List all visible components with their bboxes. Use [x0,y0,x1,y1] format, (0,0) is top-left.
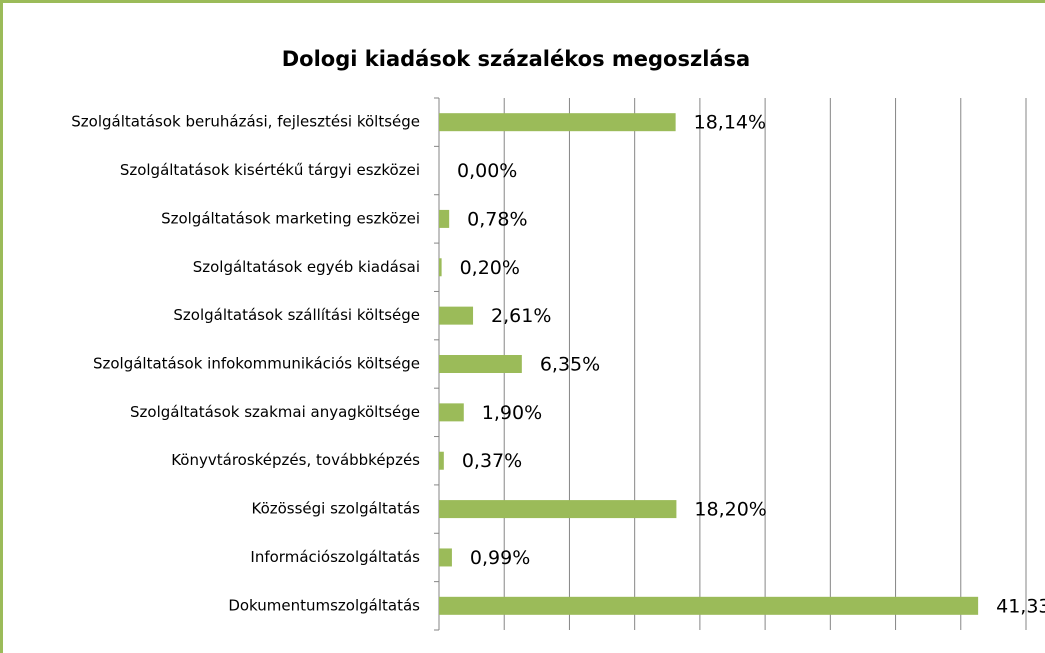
data-label: 18,20% [694,499,766,521]
bar [439,113,676,132]
y-tick-label: Dokumentumszolgáltatás [228,596,420,614]
bar [439,548,452,567]
data-label: 6,35% [540,354,600,376]
y-tick-label: Szolgáltatások beruházási, fejlesztési k… [71,113,420,131]
data-label: 0,78% [467,208,527,230]
data-label: 0,20% [460,257,520,279]
bar [439,209,450,228]
y-tick-label: Szolgáltatások egyéb kiadásai [193,258,420,276]
y-tick-label: Szolgáltatások kisértékű tárgyi eszközei [120,161,420,179]
data-label: 0,00% [457,160,517,182]
bar [439,355,522,373]
data-label: 18,14% [694,112,766,134]
bar [439,596,979,615]
y-tick-label: Szolgáltatások szakmai anyagköltsége [130,403,420,421]
chart-title: Dologi kiadások százalékos megoszlása [282,47,750,71]
y-tick-label: Könyvtárosképzés, továbbképzés [171,451,420,469]
data-label: 0,99% [470,547,530,569]
data-label: 1,90% [482,402,542,424]
data-label: 2,61% [491,305,551,327]
bar [439,306,474,325]
bar [439,500,677,519]
bar [439,451,444,470]
y-tick-label: Szolgáltatások marketing eszközei [161,209,420,227]
data-label: 41,33% [996,595,1045,617]
y-tick-label: Közösségi szolgáltatás [251,500,420,518]
data-label: 0,37% [462,450,522,472]
y-tick-label: Szolgáltatások infokommunikációs költség… [93,355,420,373]
y-tick-label: Információszolgáltatás [250,548,420,566]
bar [439,403,464,422]
y-tick-label: Szolgáltatások szállítási költsége [173,306,420,324]
bar [439,258,442,277]
